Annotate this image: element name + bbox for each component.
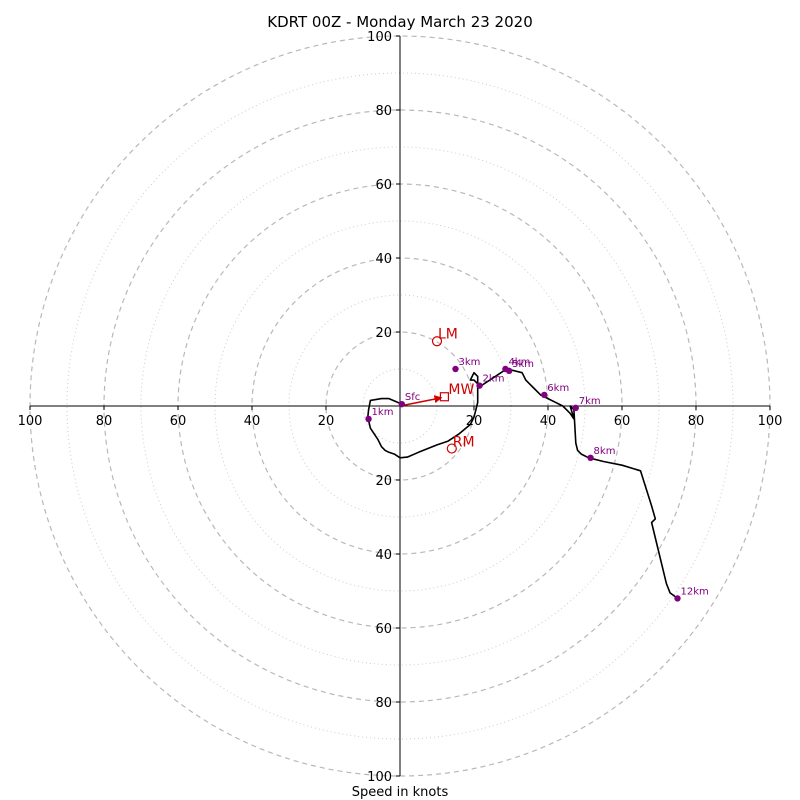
- mean-wind-marker: [439, 392, 449, 402]
- height-label-Sfc: Sfc: [405, 392, 420, 403]
- left-mover-marker: [431, 336, 443, 347]
- x-tick-label: 100: [18, 414, 43, 429]
- height-label-8km: 8km: [594, 446, 616, 457]
- y-tick-label: 60: [375, 622, 392, 637]
- x-tick-label: 80: [96, 414, 113, 429]
- right-mover-marker: [446, 443, 457, 454]
- mean-wind-arrow: [399, 395, 443, 407]
- height-label-3km: 3km: [459, 357, 481, 368]
- chart-title: KDRT 00Z - Monday March 23 2020: [267, 13, 532, 31]
- height-point-12km: [674, 595, 681, 602]
- right-mover-label: RM: [453, 435, 475, 451]
- height-point-1km: [365, 415, 372, 423]
- x-tick-label: 60: [170, 414, 187, 429]
- height-label-2km: 2km: [483, 374, 505, 385]
- y-tick-label: 60: [375, 178, 392, 193]
- left-mover-label: LM: [438, 326, 458, 342]
- height-label-12km: 12km: [681, 586, 709, 597]
- height-point-3km: [452, 365, 459, 373]
- axes: 100 80 60 40 20 20 40 60 80 100100806040202040608…: [18, 30, 783, 785]
- y-tick-label: 20: [375, 474, 392, 489]
- x-tick-label: 60: [614, 414, 631, 429]
- y-tick-label: 100: [367, 770, 392, 785]
- height-label-1km: 1km: [372, 407, 394, 418]
- y-tick-label: 40: [375, 548, 392, 563]
- height-label-5km: 5km: [512, 359, 534, 370]
- y-tick-label: 20: [375, 326, 392, 341]
- x-tick-label: 80: [688, 414, 705, 429]
- height-point-5km: [505, 367, 513, 375]
- x-tick-label: 40: [244, 414, 261, 429]
- storm-motion-markers: MW LM RM: [399, 326, 475, 454]
- height-point-Sfc: [398, 400, 406, 408]
- height-point-8km: [587, 454, 594, 461]
- height-label-6km: 6km: [547, 383, 569, 394]
- y-tick-label: 80: [375, 696, 392, 711]
- height-point-2km: [476, 382, 483, 389]
- x-tick-label: 20: [318, 414, 335, 429]
- y-tick-label: 100: [367, 30, 392, 45]
- mean-wind-label: MW: [448, 382, 474, 398]
- height-label-4km: 4km: [508, 357, 530, 368]
- y-tick-label: 40: [375, 252, 392, 267]
- y-tick-label: 80: [375, 104, 392, 119]
- x-tick-label: 40: [540, 414, 557, 429]
- x-axis-label: Speed in knots: [352, 785, 449, 800]
- height-point-7km: [572, 404, 579, 412]
- height-point-6km: [541, 391, 548, 399]
- x-tick-label: 100: [758, 414, 783, 429]
- height-label-7km: 7km: [579, 396, 601, 407]
